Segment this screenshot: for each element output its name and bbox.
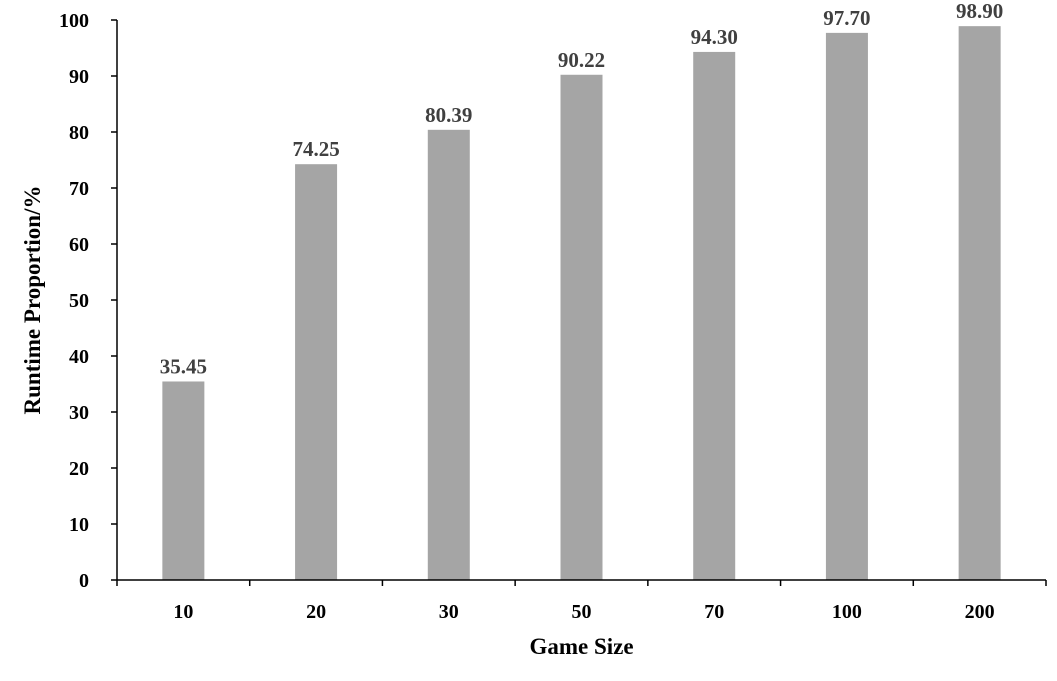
bar (162, 381, 205, 580)
y-tick-label: 60 (69, 234, 89, 256)
y-tick-label: 30 (69, 402, 89, 424)
x-tick-label: 70 (704, 601, 724, 623)
x-axis-title: Game Size (529, 634, 633, 659)
bar (958, 26, 1001, 581)
bar (560, 74, 603, 580)
bar (295, 164, 338, 580)
bar-value-label: 94.30 (691, 25, 738, 49)
x-tick-label: 20 (306, 601, 326, 623)
x-tick-label: 50 (572, 601, 592, 623)
y-tick-label: 10 (69, 514, 89, 536)
y-tick-label: 100 (59, 10, 89, 32)
bar-value-label: 98.90 (956, 0, 1003, 23)
data-labels-layer: 35.45 74.25 80.39 90.22 94.30 97.70 98.90 (160, 0, 1004, 378)
y-tick-label: 80 (69, 122, 89, 144)
x-ticks: 10 20 30 50 70 100 200 (116, 580, 1047, 623)
y-tick-label: 20 (69, 458, 89, 480)
x-tick-label: 100 (832, 601, 862, 623)
x-tick-label: 30 (439, 601, 459, 623)
y-tick-label: 40 (69, 346, 89, 368)
bars-layer (162, 26, 1001, 581)
x-tick-label: 10 (173, 601, 193, 623)
y-tick-label: 50 (69, 290, 89, 312)
y-axis-title: Runtime Proportion/% (20, 186, 45, 415)
bar (825, 32, 868, 580)
bar-value-label: 90.22 (558, 48, 605, 72)
bar (427, 129, 470, 581)
bar (693, 51, 736, 581)
y-tick-label: 70 (69, 178, 89, 200)
bar-value-label: 74.25 (292, 137, 339, 161)
y-tick-label: 0 (79, 570, 89, 592)
bar-value-label: 80.39 (425, 103, 472, 127)
x-tick-label: 200 (965, 601, 995, 623)
y-tick-label: 90 (69, 66, 89, 88)
y-ticks: 0 10 20 30 40 50 60 70 80 90 100 (59, 10, 117, 592)
bar-value-label: 35.45 (160, 354, 207, 378)
bar-value-label: 97.70 (823, 6, 870, 30)
